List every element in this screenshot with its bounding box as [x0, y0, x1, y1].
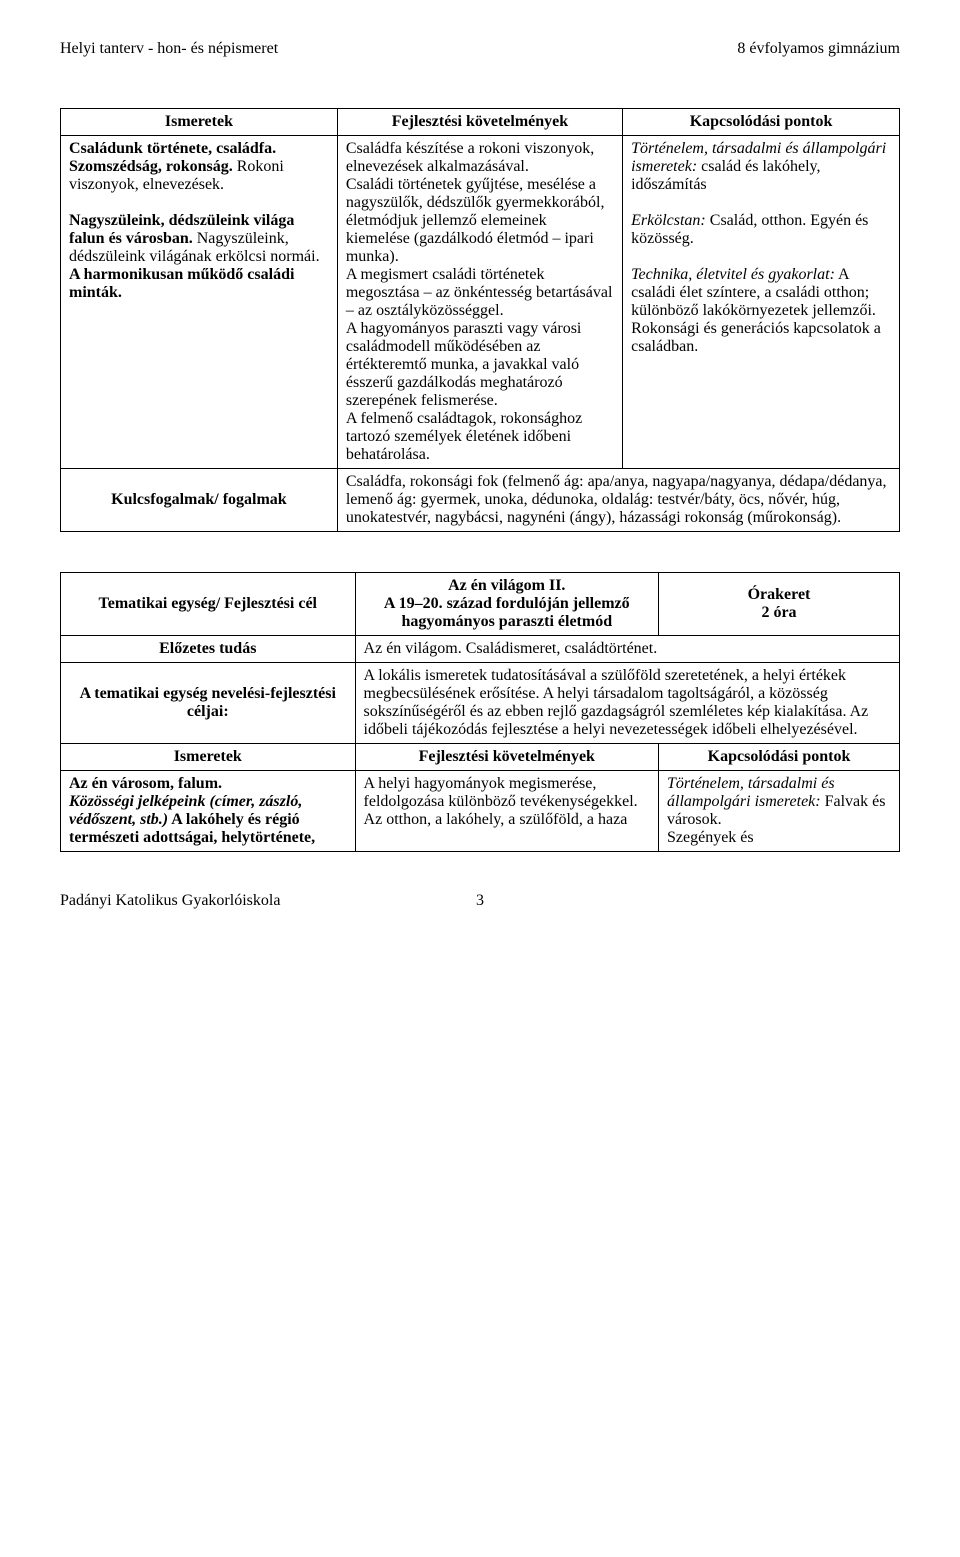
- t2-r1c1: Tematikai egység/ Fejlesztési cél: [61, 573, 356, 636]
- table-2: Tematikai egység/ Fejlesztési cél Az én …: [60, 572, 900, 852]
- t1-c1-spacer1: [69, 194, 329, 212]
- t1-c1-p2a: Szomszédság, rokonság.: [69, 158, 233, 175]
- t2-h2: Fejlesztési követelmények: [355, 744, 658, 771]
- t2-r1c3: Órakeret 2 óra: [659, 573, 900, 636]
- t1-c2-p5: A felmenő családtagok, rokonsághoz tarto…: [346, 410, 614, 464]
- t1-c2-p2: Családi történetek gyűjtése, mesélése a …: [346, 176, 614, 266]
- t1-col1: Családunk története, családfa. Szomszéds…: [61, 136, 338, 469]
- t1-col3: Történelem, társadalmi és állampolgári i…: [623, 136, 900, 469]
- t1-c2-p3: A megismert családi történetek megosztás…: [346, 266, 614, 320]
- t1-c1-p4: A harmonikusan működő családi minták.: [69, 266, 294, 301]
- header-left: Helyi tanterv - hon- és népismeret: [60, 40, 278, 58]
- t1-c1-p1: Családunk története, családfa.: [69, 140, 276, 157]
- t2-b1: Az én városom, falum. Közösségi jelképei…: [61, 771, 356, 852]
- t2-r1c2: Az én világom II. A 19–20. század fordul…: [355, 573, 658, 636]
- footer-page: 3: [476, 892, 484, 910]
- t1-c3-sp2: [631, 248, 891, 266]
- t1-c3-sp1: [631, 194, 891, 212]
- t2-b3a: Történelem, társadalmi és állampolgári i…: [667, 775, 835, 810]
- t1-c2-p4: A hagyományos paraszti vagy városi csalá…: [346, 320, 614, 410]
- t1-kf-label: Kulcsfogalmak/ fogalmak: [61, 469, 338, 532]
- t1-c3-c2: Rokonsági és generációs kapcsolatok a cs…: [631, 320, 891, 356]
- t1-col2: Családfa készítése a rokoni viszonyok, e…: [337, 136, 622, 469]
- page-footer: Padányi Katolikus Gyakorlóiskola 3: [60, 892, 900, 910]
- t1-header-kapcsolodasi: Kapcsolódási pontok: [623, 109, 900, 136]
- table-1: Ismeretek Fejlesztési követelmények Kapc…: [60, 108, 900, 532]
- footer-left: Padányi Katolikus Gyakorlóiskola: [60, 892, 476, 910]
- t2-r3c2: A lokális ismeretek tudatosításával a sz…: [355, 663, 899, 744]
- t2-r1c2b: A 19–20. század fordulóján jellemző hagy…: [364, 595, 650, 631]
- t2-b2: A helyi hagyományok megismerése, feldolg…: [355, 771, 658, 852]
- header-right: 8 évfolyamos gimnázium: [737, 40, 900, 58]
- t2-r2c1: Előzetes tudás: [61, 636, 356, 663]
- t1-kf-text: Családfa, rokonsági fok (felmenő ág: apa…: [337, 469, 899, 532]
- t2-b3: Történelem, társadalmi és állampolgári i…: [659, 771, 900, 852]
- t2-r2c2: Az én világom. Családismeret, családtört…: [355, 636, 899, 663]
- t2-r1c3b: 2 óra: [667, 604, 891, 622]
- t1-header-fejlesztesi: Fejlesztési követelmények: [337, 109, 622, 136]
- t2-b2a: A helyi hagyományok megismerése, feldolg…: [364, 775, 650, 811]
- t2-b2b: Az otthon, a lakóhely, a szülőföld, a ha…: [364, 811, 650, 829]
- t2-r3c1: A tematikai egység nevelési-fejlesztési …: [61, 663, 356, 744]
- t1-c3-c1: Technika, életvitel és gyakorlat:: [631, 266, 835, 283]
- page-header: Helyi tanterv - hon- és népismeret 8 évf…: [60, 40, 900, 58]
- t1-c3-b1: Erkölcstan:: [631, 212, 706, 229]
- t1-c2-p1: Családfa készítése a rokoni viszonyok, e…: [346, 140, 614, 176]
- t2-r1c3a: Órakeret: [667, 586, 891, 604]
- t2-h3: Kapcsolódási pontok: [659, 744, 900, 771]
- t1-header-ismeretek: Ismeretek: [61, 109, 338, 136]
- t2-b3c: Szegények és: [667, 829, 891, 847]
- t2-b1a: Az én városom, falum.: [69, 775, 222, 792]
- t2-h1: Ismeretek: [61, 744, 356, 771]
- t2-r1c2a: Az én világom II.: [364, 577, 650, 595]
